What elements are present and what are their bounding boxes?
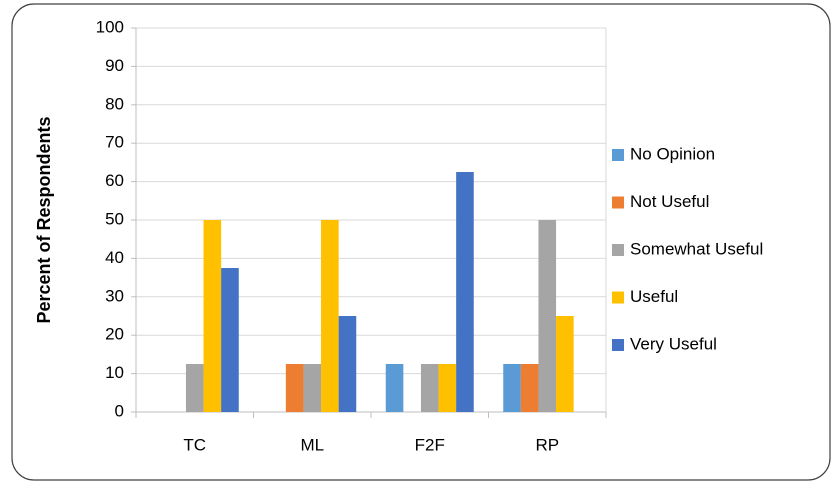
y-tick-label: 20 bbox=[105, 325, 124, 344]
bar bbox=[221, 268, 239, 412]
bar bbox=[285, 364, 304, 412]
y-tick-label: 0 bbox=[115, 401, 124, 420]
legend-swatch bbox=[612, 244, 624, 256]
y-tick-label: 50 bbox=[105, 209, 124, 228]
legend-label: Very Useful bbox=[630, 334, 717, 353]
y-tick-label: 100 bbox=[96, 17, 124, 36]
y-tick-label: 90 bbox=[105, 56, 124, 75]
x-tick-label: ML bbox=[300, 435, 324, 454]
legend-label: Useful bbox=[630, 287, 678, 306]
bar bbox=[556, 316, 574, 412]
bar bbox=[520, 364, 539, 412]
x-tick-label: TC bbox=[183, 435, 206, 454]
bar bbox=[420, 364, 439, 412]
y-tick-label: 30 bbox=[105, 286, 124, 305]
bar bbox=[321, 220, 339, 412]
x-tick-label: F2F bbox=[415, 435, 445, 454]
bar bbox=[303, 364, 322, 412]
bar bbox=[338, 316, 357, 412]
y-tick-label: 80 bbox=[105, 94, 124, 113]
y-axis-title: Percent of Respondents bbox=[34, 116, 54, 323]
legend-swatch bbox=[612, 196, 624, 209]
legend-swatch bbox=[612, 339, 624, 351]
legend-swatch bbox=[612, 291, 624, 304]
y-tick-label: 40 bbox=[105, 248, 124, 267]
bar bbox=[503, 364, 521, 412]
legend-label: No Opinion bbox=[630, 144, 715, 163]
bar bbox=[456, 172, 474, 412]
bar bbox=[203, 220, 222, 412]
legend-swatch bbox=[612, 149, 624, 161]
bar bbox=[385, 364, 404, 412]
bar bbox=[438, 364, 457, 412]
legend-label: Not Useful bbox=[630, 192, 709, 211]
x-tick-label: RP bbox=[535, 435, 559, 454]
y-tick-label: 10 bbox=[105, 363, 124, 382]
bar bbox=[538, 220, 557, 412]
bar bbox=[185, 364, 204, 412]
legend-label: Somewhat Useful bbox=[630, 239, 763, 258]
y-tick-label: 60 bbox=[105, 171, 124, 190]
y-tick-label: 70 bbox=[105, 133, 124, 152]
